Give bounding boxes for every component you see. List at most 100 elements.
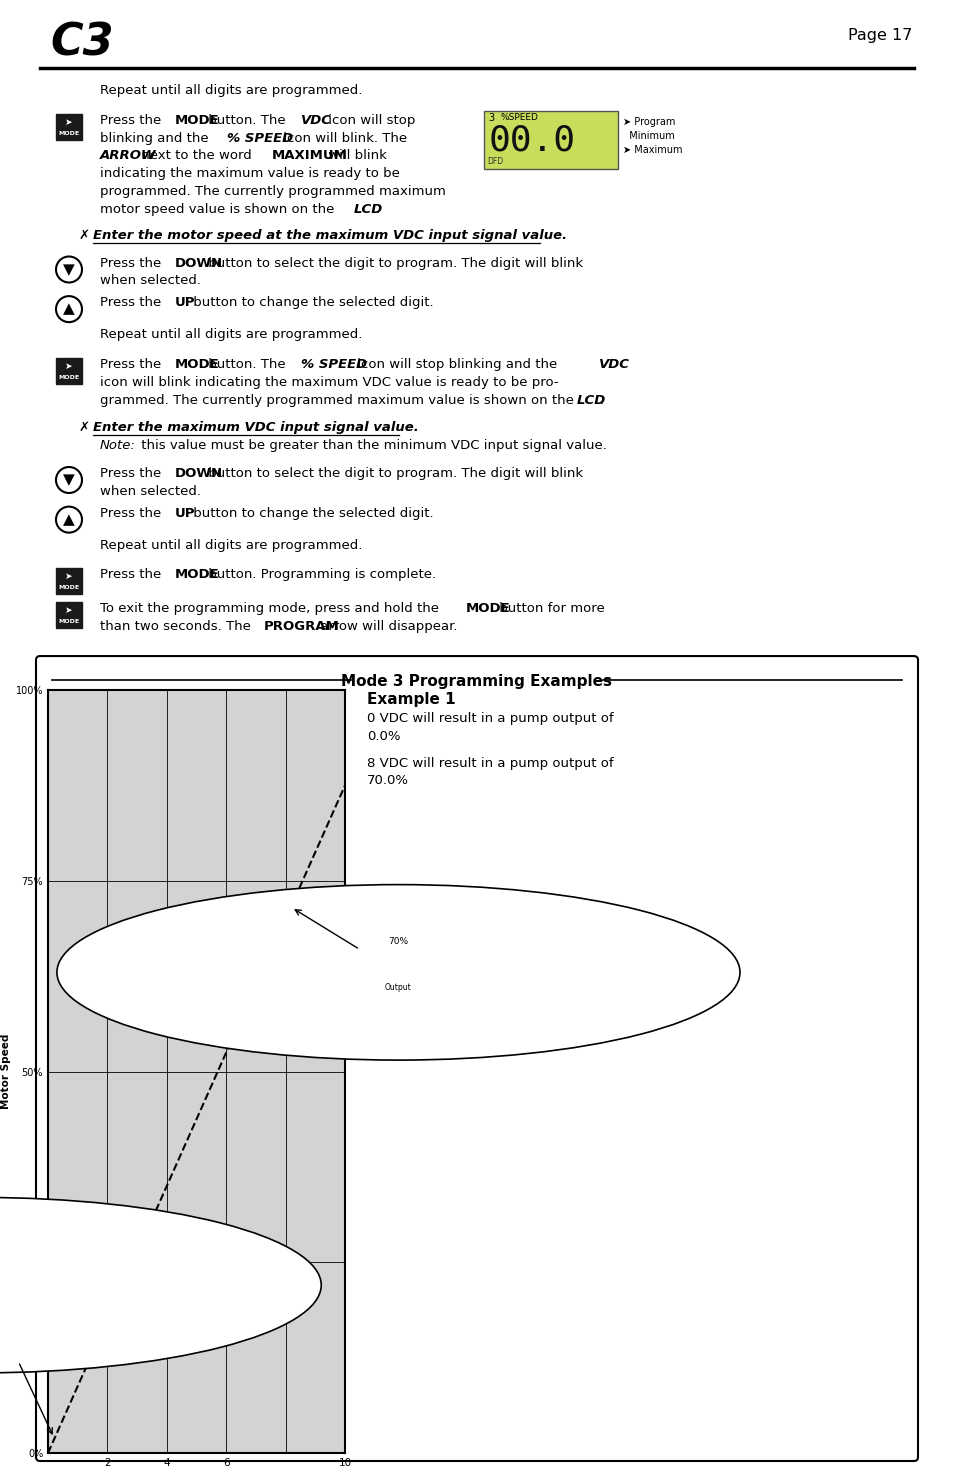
Bar <box>56 602 82 628</box>
Text: button to change the selected digit.: button to change the selected digit. <box>190 296 434 310</box>
Text: 70.0%: 70.0% <box>367 774 409 788</box>
Text: UP: UP <box>174 506 194 519</box>
Text: button. The: button. The <box>204 358 290 370</box>
Text: ▼: ▼ <box>63 263 74 277</box>
Text: Press the: Press the <box>100 257 165 270</box>
Bar <box>56 114 82 140</box>
Text: when selected.: when selected. <box>100 485 201 499</box>
Text: button to select the digit to program. The digit will blink: button to select the digit to program. T… <box>204 468 583 479</box>
Circle shape <box>0 1198 321 1373</box>
Text: Press the: Press the <box>100 296 165 310</box>
Text: ✗: ✗ <box>78 422 89 434</box>
Text: grammed. The currently programmed maximum value is shown on the: grammed. The currently programmed maximu… <box>100 394 578 407</box>
Text: icon will blink. The: icon will blink. The <box>278 131 407 145</box>
Text: MAXIMUM: MAXIMUM <box>272 149 347 162</box>
Text: Enter the motor speed at the maximum VDC input signal value.: Enter the motor speed at the maximum VDC… <box>92 229 566 242</box>
Text: %SPEED: %SPEED <box>500 112 538 122</box>
Text: ➤: ➤ <box>65 572 72 581</box>
Circle shape <box>56 296 82 322</box>
Text: next to the word: next to the word <box>137 149 256 162</box>
Text: ➤: ➤ <box>65 118 72 127</box>
Text: Enter the maximum VDC input signal value.: Enter the maximum VDC input signal value… <box>92 422 418 434</box>
Text: button for more: button for more <box>495 602 604 615</box>
Text: Output: Output <box>385 984 412 993</box>
Text: Repeat until all digits are programmed.: Repeat until all digits are programmed. <box>100 84 362 97</box>
Text: C3: C3 <box>50 22 113 65</box>
Text: ▲: ▲ <box>63 301 74 317</box>
Text: Press the: Press the <box>100 568 165 581</box>
Text: button. Programming is complete.: button. Programming is complete. <box>204 568 436 581</box>
Y-axis label: Pump Output
Motor Speed: Pump Output Motor Speed <box>0 1032 11 1111</box>
Text: ➤ Maximum: ➤ Maximum <box>622 145 681 155</box>
Text: Press the: Press the <box>100 506 165 519</box>
Text: Example 1: Example 1 <box>367 692 456 707</box>
Bar <box>56 358 82 384</box>
Text: VDC: VDC <box>301 114 332 127</box>
Bar <box>483 111 618 168</box>
Text: icon will stop: icon will stop <box>323 114 415 127</box>
Text: button. The: button. The <box>204 114 290 127</box>
Text: ARROW: ARROW <box>100 149 156 162</box>
Text: .: . <box>598 394 603 407</box>
Text: programmed. The currently programmed maximum: programmed. The currently programmed max… <box>100 184 445 198</box>
Text: DOWN: DOWN <box>174 468 222 479</box>
Text: 00.0: 00.0 <box>489 124 576 158</box>
Text: Repeat until all digits are programmed.: Repeat until all digits are programmed. <box>100 538 362 552</box>
Text: MODE: MODE <box>58 586 79 590</box>
Text: MODE: MODE <box>58 375 79 381</box>
Text: arrow will disappear.: arrow will disappear. <box>315 621 457 633</box>
Text: MODE: MODE <box>465 602 510 615</box>
Text: .: . <box>375 204 379 215</box>
Text: 0 VDC will result in a pump output of: 0 VDC will result in a pump output of <box>367 712 613 726</box>
Bar <box>56 568 82 594</box>
Text: MODE: MODE <box>58 620 79 624</box>
Text: Repeat until all digits are programmed.: Repeat until all digits are programmed. <box>100 327 362 341</box>
Text: Minimum: Minimum <box>622 131 674 140</box>
Text: % SPEED: % SPEED <box>227 131 293 145</box>
Text: Press the: Press the <box>100 468 165 479</box>
Text: ➤: ➤ <box>65 361 72 370</box>
Circle shape <box>56 468 82 493</box>
Text: Mode 3 Programming Examples: Mode 3 Programming Examples <box>341 674 612 689</box>
Text: Note:: Note: <box>100 440 135 453</box>
Text: button to select the digit to program. The digit will blink: button to select the digit to program. T… <box>204 257 583 270</box>
Text: motor speed value is shown on the: motor speed value is shown on the <box>100 204 338 215</box>
Text: than two seconds. The: than two seconds. The <box>100 621 254 633</box>
Text: 3: 3 <box>488 112 494 122</box>
Text: LCD: LCD <box>354 204 382 215</box>
Text: ➤: ➤ <box>65 606 72 615</box>
Text: button to change the selected digit.: button to change the selected digit. <box>190 506 434 519</box>
Text: ▼: ▼ <box>63 472 74 488</box>
Text: MODE: MODE <box>58 131 79 136</box>
Text: icon will stop blinking and the: icon will stop blinking and the <box>354 358 561 370</box>
Text: when selected.: when selected. <box>100 274 201 288</box>
Text: LCD: LCD <box>577 394 606 407</box>
Text: % SPEED: % SPEED <box>301 358 367 370</box>
Text: VDC: VDC <box>598 358 630 370</box>
Text: MODE: MODE <box>174 114 219 127</box>
Text: ➤ Program: ➤ Program <box>622 117 675 127</box>
Text: will blink: will blink <box>323 149 386 162</box>
Text: UP: UP <box>174 296 194 310</box>
Text: MODE: MODE <box>174 568 219 581</box>
Text: Press the: Press the <box>100 114 165 127</box>
Text: To exit the programming mode, press and hold the: To exit the programming mode, press and … <box>100 602 443 615</box>
Text: PROGRAM: PROGRAM <box>264 621 339 633</box>
Text: Press the: Press the <box>100 358 165 370</box>
Text: DOWN: DOWN <box>174 257 222 270</box>
Text: 70%: 70% <box>388 937 408 947</box>
Circle shape <box>56 506 82 532</box>
Text: ✗: ✗ <box>78 229 89 242</box>
Text: 0.0%: 0.0% <box>367 730 400 743</box>
Text: Page 17: Page 17 <box>846 28 911 43</box>
Text: DFD: DFD <box>486 156 502 165</box>
Text: this value must be greater than the minimum VDC input signal value.: this value must be greater than the mini… <box>137 440 606 453</box>
Text: blinking and the: blinking and the <box>100 131 213 145</box>
Text: indicating the maximum value is ready to be: indicating the maximum value is ready to… <box>100 167 399 180</box>
Text: ▲: ▲ <box>63 512 74 527</box>
Text: MODE: MODE <box>174 358 219 370</box>
Text: 8 VDC will result in a pump output of: 8 VDC will result in a pump output of <box>367 757 613 770</box>
Circle shape <box>57 885 740 1061</box>
Circle shape <box>56 257 82 283</box>
Text: icon will blink indicating the maximum VDC value is ready to be pro-: icon will blink indicating the maximum V… <box>100 376 558 389</box>
